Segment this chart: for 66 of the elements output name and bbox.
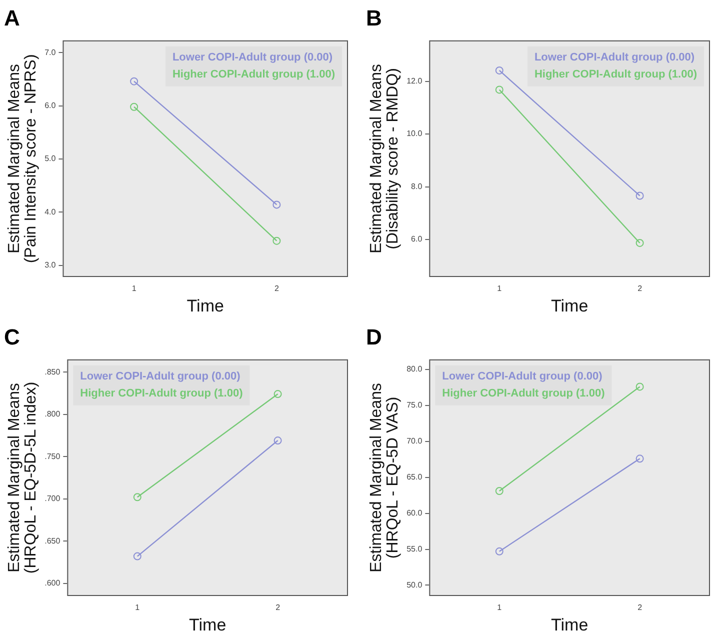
y-tick-label: 60.0 [406, 508, 423, 518]
x-axis-title: Time [189, 615, 226, 634]
point [130, 102, 138, 111]
point [274, 436, 282, 445]
point [495, 547, 504, 556]
y-tick-label: 7.0 [44, 48, 56, 57]
text: Higher COPI-Adult group (1.00) [534, 68, 698, 80]
text: Lower COPI-Adult group (0.00) [442, 370, 603, 382]
point [133, 552, 142, 560]
y-axis-title: Estimated Marginal Means (Disability score - RMDQ) [368, 64, 402, 254]
chart-title: A [4, 5, 20, 30]
y-axis-title: Estimated Marginal Means (HRQoL - EQ-5D-5L index) [6, 382, 40, 574]
x-tick-label: 1 [497, 603, 502, 612]
y-tick-label: .650 [44, 536, 61, 546]
y-tick-label: .600 [44, 578, 61, 588]
x-tick-label: 2 [638, 284, 643, 294]
x-tick-label: 2 [638, 603, 643, 612]
text: Lower COPI-Adult group (0.00) [172, 51, 333, 64]
y-axis-title: Estimated Marginal Means (Pain Intensity score - NPRS) [6, 54, 40, 264]
point [495, 487, 504, 496]
point [636, 454, 644, 463]
point [272, 236, 281, 245]
y-tick-label: .800 [44, 410, 61, 419]
x-axis-title: Time [551, 296, 588, 316]
chart-title: D [366, 324, 382, 350]
y-tick-label: 6.0 [411, 234, 423, 244]
y-tick-label: 5.0 [44, 154, 56, 164]
y-tick-label: 65.0 [406, 472, 423, 482]
point [274, 390, 282, 398]
y-tick-label: .750 [44, 452, 61, 461]
x-tick-label: 2 [276, 603, 281, 612]
y-tick-label: 50.0 [406, 580, 423, 590]
point [130, 77, 138, 86]
point [495, 86, 504, 94]
y-tick-label: 75.0 [406, 400, 423, 410]
y-tick-label: 12.0 [406, 76, 423, 86]
point [636, 192, 644, 200]
x-tick-label: 1 [497, 284, 502, 294]
y-tick-label: .700 [44, 494, 61, 504]
series-label: Higher COPI-Adult group (1.00) [80, 387, 244, 400]
y-tick-label: 8.0 [411, 182, 423, 191]
y-tick-label: .850 [44, 367, 61, 376]
y-tick-label: 3.0 [44, 260, 56, 270]
x-tick-label: 2 [274, 284, 280, 294]
y-tick-label: 10.0 [406, 129, 423, 138]
point [495, 66, 504, 74]
y-tick-label: 6.0 [44, 101, 56, 110]
text: Lower COPI-Adult group (0.00) [534, 51, 695, 64]
chart-title: C [4, 324, 20, 350]
x-tick-label: 1 [135, 603, 140, 612]
y-axis-title: Estimated Marginal Means (HRQoL - EQ-5D VAS) [368, 382, 402, 572]
y-tick-label: 55.0 [406, 544, 423, 554]
x-tick-label: 1 [132, 284, 137, 294]
x-axis-title: Time [551, 615, 588, 634]
point [133, 493, 142, 502]
point [636, 238, 644, 247]
point [636, 382, 644, 391]
series-label: Higher COPI-Adult group (1.00) [442, 387, 606, 400]
point [272, 200, 281, 209]
chart-title: B [366, 5, 382, 30]
text: Higher COPI-Adult group (1.00) [172, 68, 336, 80]
y-tick-label: 80.0 [406, 364, 423, 374]
x-axis-title: Time [186, 296, 224, 316]
y-tick-label: 4.0 [44, 207, 56, 216]
y-tick-label: 70.0 [406, 436, 423, 446]
text: Lower COPI-Adult group (0.00) [80, 370, 241, 382]
